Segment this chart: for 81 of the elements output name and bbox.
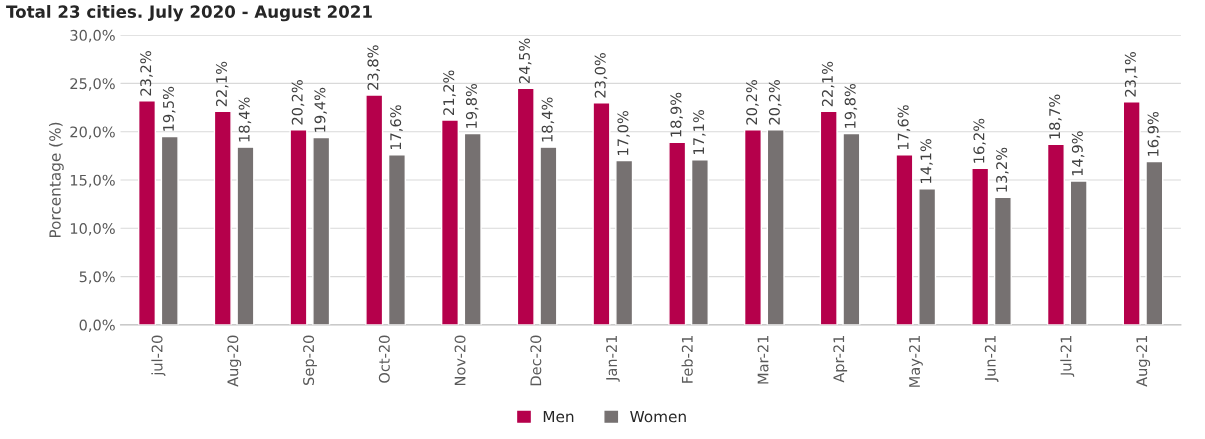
bar: [592, 102, 611, 325]
data-label: 18,4%: [238, 97, 252, 142]
y-tick-label: 10,0%: [70, 223, 115, 236]
bar: [668, 141, 687, 325]
data-label: 23,2%: [140, 51, 153, 96]
bar: [993, 196, 1012, 325]
bar: [743, 129, 762, 325]
chart-title: Total 23 cities. July 2020 - August 2021: [6, 5, 372, 22]
bar: [387, 154, 406, 325]
bar: [971, 167, 990, 325]
data-label: 19,5%: [162, 86, 176, 131]
data-label: 23,0%: [594, 53, 608, 98]
y-tick-label: 20,0%: [70, 126, 115, 139]
data-label: 17,0%: [617, 110, 630, 155]
bar: [766, 129, 785, 325]
data-label: 18,7%: [1049, 94, 1062, 139]
bar: [1069, 180, 1088, 325]
x-tick-label: Apr-21: [833, 335, 848, 383]
data-label: 19,8%: [844, 83, 858, 128]
y-tick-label: 15,0%: [70, 174, 115, 188]
data-label: 19,4%: [314, 87, 327, 132]
y-tick-label: 5,0%: [79, 271, 115, 284]
bar: [842, 132, 861, 325]
x-tick-label: Jun-21: [984, 335, 999, 382]
legend-label: Women: [630, 410, 686, 423]
x-tick-label: Dec-20: [530, 335, 542, 386]
bar: [539, 146, 558, 325]
data-label: 20,2%: [746, 80, 759, 125]
bar: [440, 119, 460, 325]
x-tick-label: Jan-21: [606, 335, 620, 382]
y-tick-label: 30,0%: [70, 29, 115, 43]
data-label: 13,2%: [996, 147, 1009, 192]
bar: [463, 132, 482, 325]
data-label: 16,9%: [1147, 111, 1161, 156]
x-tick-label: Sep-20: [303, 335, 317, 385]
bar: [289, 129, 308, 325]
data-label: 14,9%: [1071, 131, 1085, 176]
bar: [312, 136, 331, 325]
bar: [918, 187, 937, 325]
data-label: 17,6%: [897, 105, 911, 150]
data-label: 20,2%: [291, 80, 305, 125]
bar: [137, 100, 157, 325]
data-label: 16,2%: [973, 118, 986, 163]
data-label: 17,1%: [693, 110, 706, 154]
bar: [1046, 143, 1065, 325]
data-label: 18,9%: [670, 92, 683, 137]
x-tick-label: Feb-21: [681, 335, 693, 383]
data-label: 17,6%: [390, 105, 403, 150]
data-label: 20,2%: [768, 80, 782, 125]
x-tick-label: Mar-21: [757, 335, 769, 384]
legend-label: Men: [543, 410, 574, 423]
data-label: 22,1%: [215, 61, 229, 107]
bar: [895, 154, 914, 325]
bar: [690, 159, 709, 325]
data-label: 23,1%: [1124, 52, 1138, 97]
data-label: 21,2%: [443, 70, 456, 115]
y-tick-label: 0,0%: [79, 319, 115, 333]
x-tick-label: Oct-20: [378, 335, 390, 383]
bar: [1122, 101, 1141, 325]
bar: [1145, 160, 1164, 325]
x-tick-label: Nov-20: [454, 335, 466, 386]
data-label: 14,1%: [920, 138, 933, 183]
data-label: 19,8%: [465, 83, 479, 128]
x-tick-label: Aug-21: [1136, 335, 1151, 387]
bar: [236, 146, 255, 325]
bar: [516, 87, 535, 325]
x-tick-label: Jul-21: [1060, 335, 1075, 377]
bar: [615, 159, 634, 325]
y-axis-title: Porcentage (%): [48, 122, 64, 238]
x-tick-label: Aug-20: [227, 335, 242, 387]
bar: [213, 110, 232, 325]
y-tick-label: 25,0%: [70, 78, 115, 91]
data-label: 23,8%: [367, 45, 380, 90]
x-tick-label: May-21: [909, 335, 923, 387]
data-label: 24,5%: [518, 38, 532, 83]
data-label: 18,4%: [541, 97, 555, 142]
data-label: 22,1%: [821, 61, 835, 107]
bar: [819, 110, 838, 325]
bar: [365, 94, 384, 325]
bar: [160, 135, 179, 325]
x-tick-label: jul-20: [151, 335, 166, 377]
